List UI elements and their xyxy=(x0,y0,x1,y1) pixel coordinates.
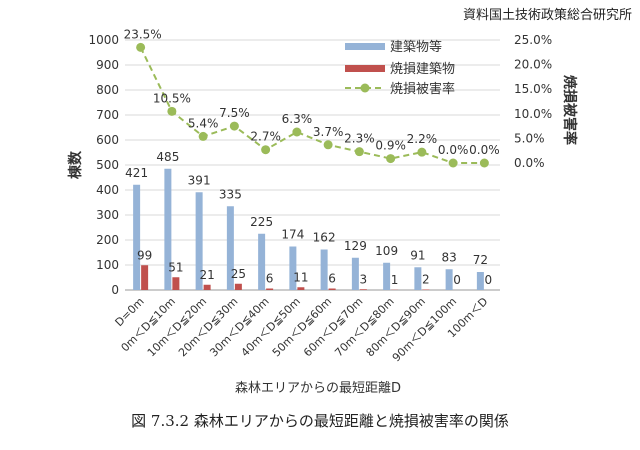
bar-label-buildings: 485 xyxy=(156,150,179,164)
point-damage-rate xyxy=(417,147,427,157)
line-damage-rate xyxy=(139,46,485,164)
point-label: 2.7% xyxy=(250,130,281,144)
bar-label-burned: 21 xyxy=(199,268,214,282)
point-label: 2.3% xyxy=(344,132,375,146)
bar-label-buildings: 335 xyxy=(219,187,242,201)
point-label: 0.0% xyxy=(469,143,500,157)
bar-buildings xyxy=(414,267,422,290)
y-tick-label: 600 xyxy=(96,133,119,147)
legend-label-burned: 焼損建築物 xyxy=(390,62,455,77)
y-tick-label: 700 xyxy=(96,108,119,122)
point-label: 23.5% xyxy=(124,27,162,41)
bar-label-burned: 25 xyxy=(231,267,246,281)
bar-label-burned: 0 xyxy=(485,273,493,287)
bar-label-burned: 11 xyxy=(293,270,308,284)
y-tick-label: 300 xyxy=(96,208,119,222)
bar-burned xyxy=(172,277,180,290)
y-axis-title: 棟数 xyxy=(67,150,84,179)
bar-label-burned: 51 xyxy=(168,260,183,274)
point-label: 6.3% xyxy=(282,112,313,126)
point-damage-rate xyxy=(136,42,146,52)
point-damage-rate xyxy=(354,147,364,157)
bar-buildings xyxy=(289,246,297,290)
point-label: 0.0% xyxy=(438,143,469,157)
bar-burned xyxy=(328,288,336,290)
y2-tick-label: 15.0% xyxy=(514,82,552,96)
bar-label-buildings: 174 xyxy=(281,228,304,242)
y2-tick-label: 5.0% xyxy=(514,131,545,145)
point-damage-rate xyxy=(167,106,177,116)
bar-label-buildings: 391 xyxy=(188,173,211,187)
bar-buildings xyxy=(320,249,328,290)
y-tick-label: 400 xyxy=(96,183,119,197)
legend-marker-damage-rate xyxy=(360,83,370,93)
point-label: 0.9% xyxy=(375,139,406,153)
bar-buildings xyxy=(195,192,203,290)
point-label: 3.7% xyxy=(313,125,344,139)
bar-burned xyxy=(234,283,242,290)
y-tick-label: 100 xyxy=(96,258,119,272)
bar-burned xyxy=(297,287,305,290)
bar-label-burned: 1 xyxy=(391,273,399,287)
y2-axis-title: 焼損被害率 xyxy=(561,75,578,145)
bar-label-burned: 2 xyxy=(422,273,430,287)
bar-buildings xyxy=(258,233,266,290)
bar-label-buildings: 109 xyxy=(375,244,398,258)
point-damage-rate xyxy=(323,140,333,150)
legend-swatch-buildings xyxy=(345,43,385,50)
bar-buildings xyxy=(133,184,141,290)
y-tick-label: 1000 xyxy=(88,33,119,47)
y-tick-label: 800 xyxy=(96,83,119,97)
point-damage-rate xyxy=(448,158,458,168)
bar-buildings xyxy=(164,168,172,290)
legend-label-buildings: 建築物等 xyxy=(390,39,442,55)
point-label: 7.5% xyxy=(219,106,250,120)
source-note: 資料国土技術政策総合研究所 xyxy=(462,8,632,23)
y2-tick-label: 10.0% xyxy=(514,107,552,121)
bar-burned xyxy=(422,289,430,290)
point-damage-rate xyxy=(479,158,489,168)
bar-label-buildings: 72 xyxy=(473,253,488,267)
x-axis-title: 森林エリアからの最短距離D xyxy=(235,381,401,396)
point-damage-rate xyxy=(261,145,271,155)
bar-buildings xyxy=(476,272,484,290)
bar-burned xyxy=(266,288,274,290)
bar-label-buildings: 129 xyxy=(344,239,367,253)
bar-label-buildings: 421 xyxy=(125,166,148,180)
point-label: 2.2% xyxy=(407,132,438,146)
point-damage-rate xyxy=(292,127,302,137)
y-tick-label: 200 xyxy=(96,233,119,247)
y2-tick-label: 0.0% xyxy=(514,156,545,170)
bar-label-burned: 6 xyxy=(328,272,336,286)
legend-label-damage-rate: 焼損被害率 xyxy=(390,81,455,97)
bar-label-buildings: 91 xyxy=(410,248,425,262)
bar-buildings xyxy=(445,269,453,290)
point-label: 5.4% xyxy=(188,116,219,130)
y-tick-label: 0 xyxy=(111,283,119,297)
point-label: 10.5% xyxy=(153,91,191,105)
bar-burned xyxy=(141,265,149,290)
bar-label-buildings: 83 xyxy=(441,250,456,264)
y-tick-label: 900 xyxy=(96,58,119,72)
legend-swatch-burned xyxy=(345,65,385,72)
bar-buildings xyxy=(383,262,391,290)
figure-caption: 図 7.3.2 森林エリアからの最短距離と焼損被害率の関係 xyxy=(131,412,509,430)
bar-label-burned: 3 xyxy=(360,272,368,286)
y2-tick-label: 20.0% xyxy=(514,58,552,72)
bar-burned xyxy=(203,284,211,290)
bar-label-buildings: 225 xyxy=(250,215,273,229)
y2-tick-label: 25.0% xyxy=(514,33,552,47)
point-damage-rate xyxy=(386,154,396,164)
bar-label-burned: 99 xyxy=(137,248,152,262)
bar-burned xyxy=(359,289,367,290)
bar-buildings xyxy=(226,206,234,290)
bar-label-burned: 0 xyxy=(453,273,461,287)
bar-buildings xyxy=(351,257,359,290)
y-tick-label: 500 xyxy=(96,158,119,172)
point-damage-rate xyxy=(198,131,208,141)
bar-label-burned: 6 xyxy=(266,272,274,286)
bar-label-buildings: 162 xyxy=(313,231,336,245)
point-damage-rate xyxy=(229,121,239,131)
